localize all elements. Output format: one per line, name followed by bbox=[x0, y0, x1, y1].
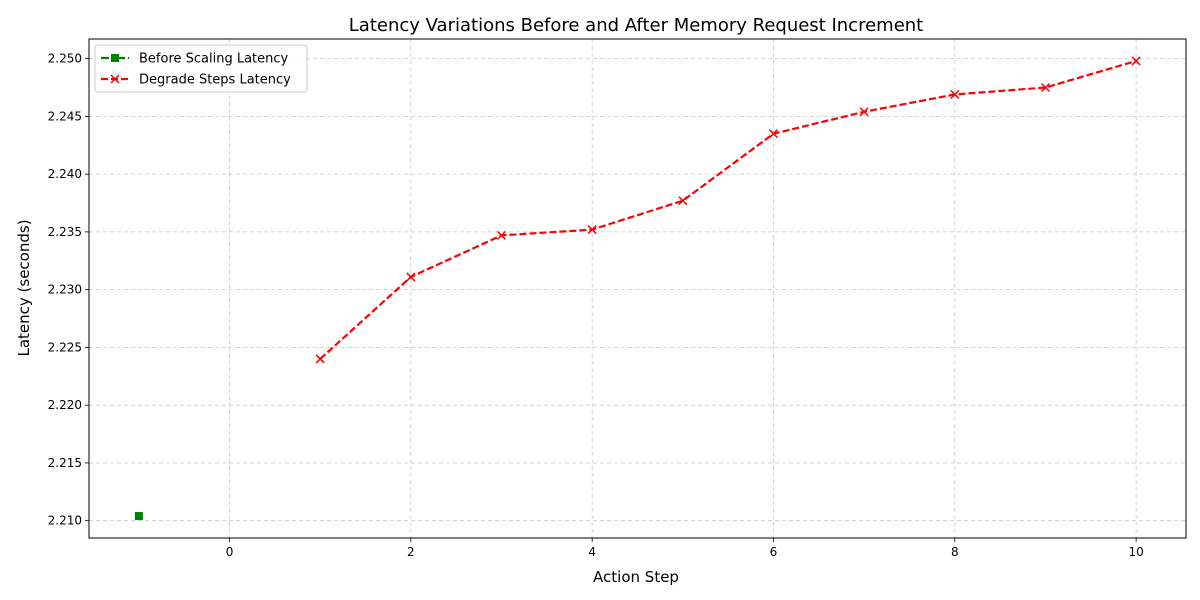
data-point bbox=[678, 196, 688, 206]
y-tick-label: 2.240 bbox=[48, 167, 82, 181]
y-tick-label: 2.250 bbox=[48, 52, 82, 66]
data-point bbox=[496, 230, 507, 240]
series-1 bbox=[315, 56, 1141, 364]
x-tick-label: 10 bbox=[1128, 545, 1143, 559]
series-0 bbox=[134, 512, 143, 521]
x-tick-label: 4 bbox=[588, 545, 596, 559]
data-point bbox=[587, 225, 597, 235]
data-point bbox=[1131, 56, 1141, 66]
series-group bbox=[134, 56, 1141, 521]
data-point bbox=[1040, 82, 1051, 93]
grid bbox=[89, 39, 1186, 538]
series-line bbox=[319, 59, 1137, 360]
legend-entry: Before Scaling Latency bbox=[139, 52, 289, 67]
data-point bbox=[134, 512, 143, 521]
y-tick-label: 2.245 bbox=[48, 109, 82, 123]
x-tick-label: 0 bbox=[226, 545, 234, 559]
data-point bbox=[406, 272, 416, 282]
x-tick-label: 8 bbox=[951, 545, 959, 559]
y-axis-label: Latency (seconds) bbox=[15, 219, 33, 356]
data-point bbox=[315, 354, 325, 364]
legend-marker bbox=[110, 74, 120, 84]
plot-area bbox=[88, 38, 1187, 539]
legend: Before Scaling Latency Degrade Steps Late… bbox=[94, 44, 308, 93]
data-point bbox=[768, 129, 779, 139]
legend-marker bbox=[111, 54, 119, 62]
y-tick-label: 2.230 bbox=[48, 283, 82, 297]
axis-ticks: 0 2 4 6 8 10 2.210 2.215 2.220 2.225 2.230 2.235 2.2… bbox=[48, 52, 1144, 559]
legend-entry: Degrade Steps Latency bbox=[139, 73, 291, 88]
y-tick-label: 2.225 bbox=[48, 340, 82, 354]
x-tick-label: 2 bbox=[407, 545, 415, 559]
y-tick-label: 2.210 bbox=[48, 514, 82, 528]
data-point bbox=[950, 89, 960, 99]
x-axis-label: Action Step bbox=[593, 568, 679, 586]
data-point bbox=[859, 107, 869, 117]
y-tick-label: 2.215 bbox=[48, 456, 82, 470]
chart-title: Latency Variations Before and After Memo… bbox=[349, 15, 923, 36]
y-tick-label: 2.235 bbox=[48, 225, 82, 239]
legend-box bbox=[94, 44, 308, 93]
y-tick-label: 2.220 bbox=[48, 398, 82, 412]
x-tick-label: 6 bbox=[770, 545, 778, 559]
